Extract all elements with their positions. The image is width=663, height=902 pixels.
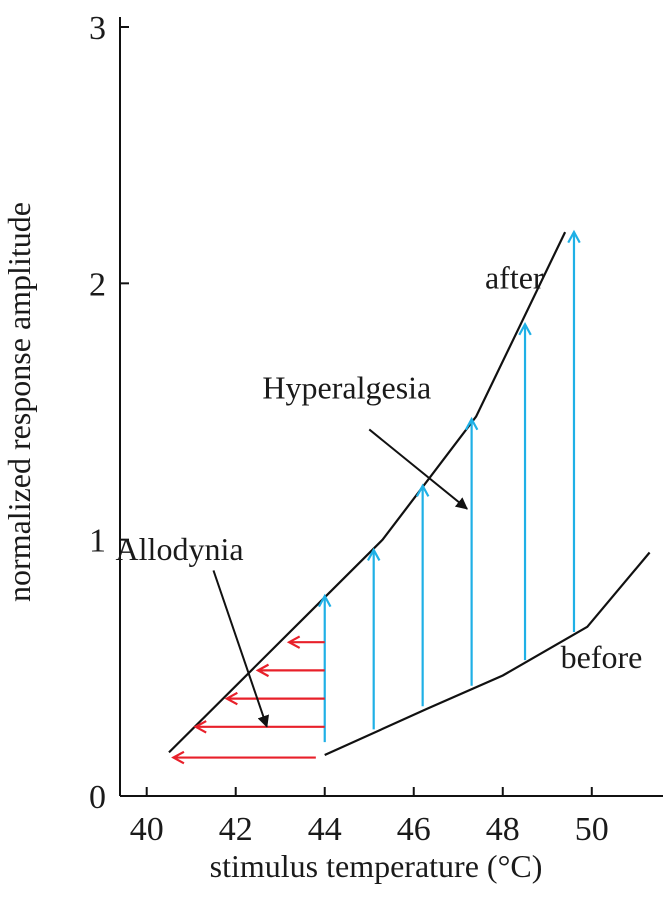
y-tick-label: 2 <box>89 266 106 303</box>
annotation-allodynia-pointer <box>212 570 269 728</box>
hyperalgesia-arrows <box>318 229 581 743</box>
hyperalgesia-arrow <box>318 593 332 743</box>
x-tick-label: 50 <box>575 811 609 848</box>
allodynia-arrow <box>171 750 316 765</box>
annotation-after: after <box>485 259 544 295</box>
allodynia-arrow-head <box>193 720 207 734</box>
hyperalgesia-arrow-head <box>415 483 430 497</box>
hyperalgesia-arrow-head <box>464 416 479 431</box>
y-tick-label: 1 <box>89 523 106 560</box>
hyperalgesia-arrow <box>366 547 381 730</box>
annotation-allodynia: Allodynia <box>116 531 244 567</box>
x-tick-label: 48 <box>486 811 520 848</box>
annotations: after before Hyperalgesia Allodynia <box>116 259 643 728</box>
hyperalgesia-arrow <box>415 483 430 707</box>
y-tick-label: 3 <box>89 10 106 47</box>
hyperalgesia-arrow-head <box>366 547 381 561</box>
allodynia-arrow-head <box>255 663 270 678</box>
allodynia-arrow <box>286 635 325 649</box>
allodynia-arrow-head <box>224 691 238 706</box>
hyperalgesia-arrow <box>567 229 581 632</box>
allodynia-arrow-head <box>171 750 185 765</box>
annotation-hyperalgesia-pointer <box>368 428 468 510</box>
y-axis: 0 1 2 3 <box>89 10 129 816</box>
x-axis: 40 42 44 46 48 50 <box>120 787 663 848</box>
y-tick-label: 0 <box>89 779 106 816</box>
series-line-before <box>324 551 651 757</box>
allodynia-arrows <box>171 635 325 765</box>
allodynia-arrow <box>224 691 325 706</box>
x-tick-label: 40 <box>130 811 164 848</box>
hyperalgesia-arrow-head <box>518 322 532 336</box>
hyperalgesia-arrow-head <box>318 593 332 608</box>
allodynia-arrow <box>193 720 325 734</box>
allodynia-arrow <box>255 663 325 678</box>
x-axis-label: stimulus temperature (°C) <box>210 848 543 884</box>
hyperalgesia-arrow-head <box>567 229 581 244</box>
allodynia-arrow-head <box>286 635 301 649</box>
series-lines <box>168 231 651 757</box>
annotation-before: before <box>561 639 643 675</box>
x-tick-label: 44 <box>308 811 342 848</box>
x-tick-label: 42 <box>219 811 253 848</box>
annotation-hyperalgesia: Hyperalgesia <box>262 370 431 406</box>
hyperalgesia-arrow <box>464 416 479 686</box>
x-tick-label: 46 <box>397 811 431 848</box>
y-axis-label: normalized response amplitude <box>1 202 37 602</box>
hyperalgesia-arrow <box>518 322 532 661</box>
